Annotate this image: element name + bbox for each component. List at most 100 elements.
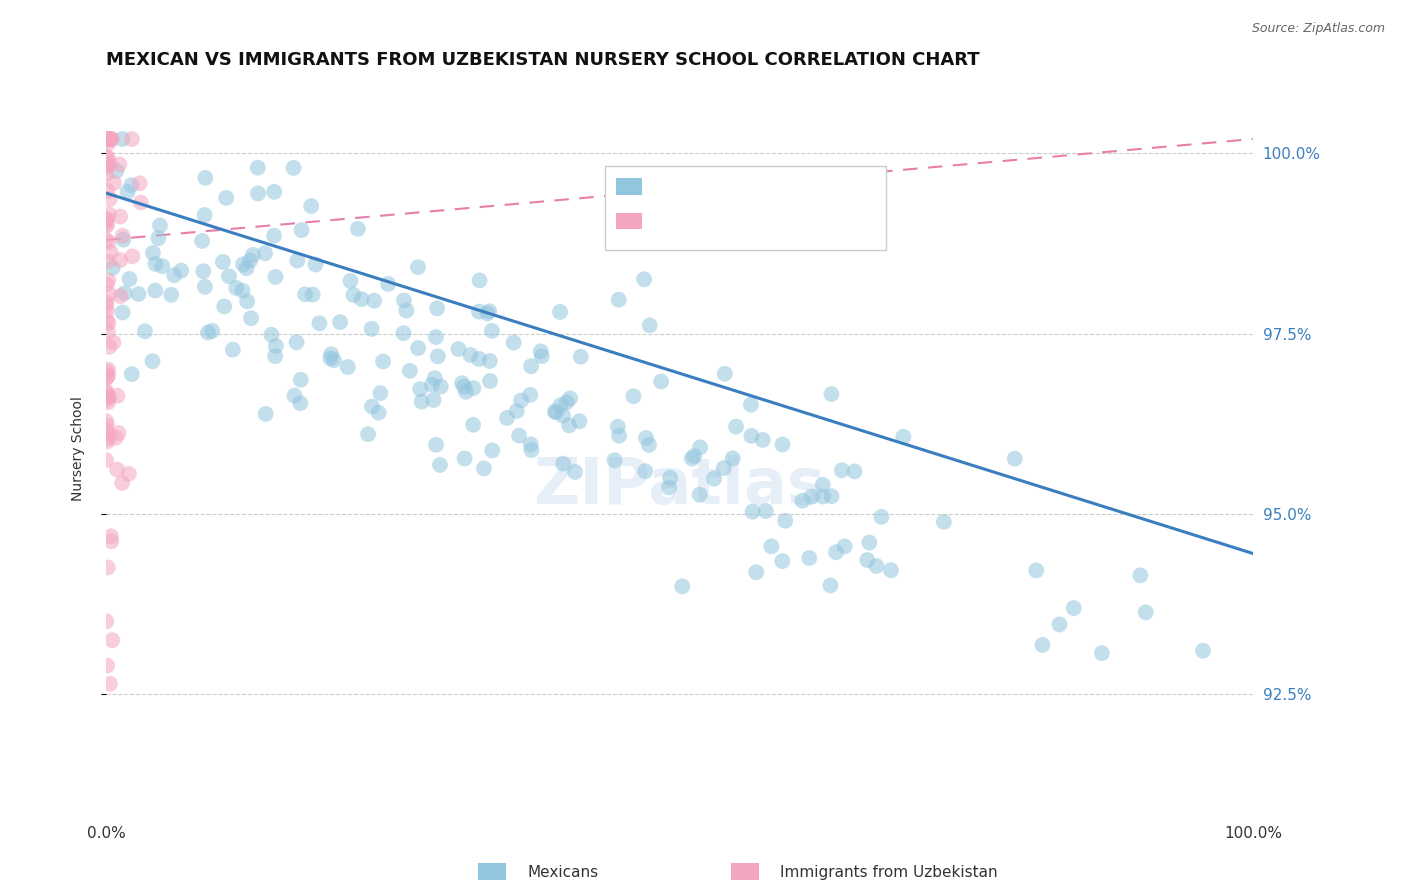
Point	[111, 305, 134, 319]
Point	[607, 293, 630, 307]
Point	[97, 136, 120, 151]
Point	[160, 287, 183, 301]
Text: -0.860: -0.860	[697, 178, 756, 195]
Point	[406, 341, 429, 355]
Point	[558, 392, 581, 406]
Point	[96, 384, 118, 399]
Point	[741, 505, 763, 519]
Point	[290, 396, 312, 410]
Point	[420, 377, 443, 392]
Point	[201, 324, 224, 338]
Point	[831, 463, 853, 477]
Text: Mexicans: Mexicans	[527, 865, 599, 880]
Point	[97, 368, 120, 383]
Point	[193, 264, 215, 278]
Point	[98, 192, 121, 206]
Point	[329, 315, 352, 329]
Point	[1192, 643, 1215, 657]
Text: R =: R =	[654, 212, 689, 230]
Point	[725, 419, 748, 434]
Point	[103, 335, 125, 350]
Point	[94, 424, 117, 438]
Point	[510, 393, 533, 408]
Point	[117, 185, 139, 199]
Point	[932, 515, 955, 529]
Point	[361, 400, 384, 414]
Text: 200: 200	[808, 178, 842, 195]
Point	[865, 559, 887, 574]
Point	[638, 438, 661, 452]
Point	[422, 392, 444, 407]
Point	[811, 478, 834, 492]
Point	[689, 488, 711, 502]
Point	[870, 509, 893, 524]
Point	[112, 233, 135, 247]
Point	[118, 467, 141, 481]
Point	[1063, 601, 1085, 615]
Point	[149, 219, 172, 233]
Point	[880, 563, 903, 577]
Point	[856, 553, 879, 567]
Text: Source: ZipAtlas.com: Source: ZipAtlas.com	[1251, 22, 1385, 36]
Point	[121, 132, 143, 146]
Point	[94, 132, 117, 146]
Point	[825, 545, 848, 559]
Point	[290, 373, 312, 387]
Point	[96, 434, 118, 449]
Point	[367, 406, 389, 420]
Point	[799, 550, 821, 565]
Point	[472, 461, 495, 475]
Point	[792, 493, 814, 508]
Point	[94, 211, 117, 226]
Point	[454, 384, 477, 399]
Point	[110, 289, 132, 303]
Point	[94, 295, 117, 310]
Point	[1004, 451, 1026, 466]
Point	[235, 261, 257, 276]
Point	[97, 395, 120, 409]
Y-axis label: Nursery School: Nursery School	[72, 397, 86, 501]
Point	[94, 386, 117, 401]
Point	[392, 326, 415, 341]
Point	[460, 348, 482, 362]
Point	[103, 176, 125, 190]
Point	[530, 349, 553, 363]
Point	[683, 449, 706, 463]
Point	[247, 186, 270, 201]
Point	[478, 304, 501, 318]
Point	[96, 218, 118, 232]
Point	[357, 427, 380, 442]
Point	[478, 354, 501, 368]
Point	[94, 132, 117, 146]
Point	[290, 223, 312, 237]
Point	[121, 367, 143, 381]
Point	[755, 504, 778, 518]
Point	[555, 395, 578, 409]
Point	[96, 213, 118, 227]
Point	[118, 272, 141, 286]
Point	[519, 437, 541, 451]
Point	[461, 417, 484, 432]
Point	[145, 257, 167, 271]
Point	[96, 371, 118, 385]
Point	[339, 274, 361, 288]
Point	[360, 322, 382, 336]
Point	[96, 432, 118, 446]
Point	[98, 427, 121, 442]
Point	[638, 318, 661, 333]
Point	[411, 394, 433, 409]
Point	[100, 529, 122, 543]
Point	[564, 465, 586, 479]
Point	[569, 350, 592, 364]
Point	[260, 327, 283, 342]
Point	[650, 375, 672, 389]
Point	[108, 158, 131, 172]
Point	[285, 253, 308, 268]
Point	[96, 370, 118, 384]
Point	[1135, 605, 1157, 619]
Point	[264, 349, 287, 363]
Point	[100, 245, 122, 260]
Point	[347, 221, 370, 235]
Text: R =: R =	[654, 178, 689, 195]
Point	[264, 339, 287, 353]
